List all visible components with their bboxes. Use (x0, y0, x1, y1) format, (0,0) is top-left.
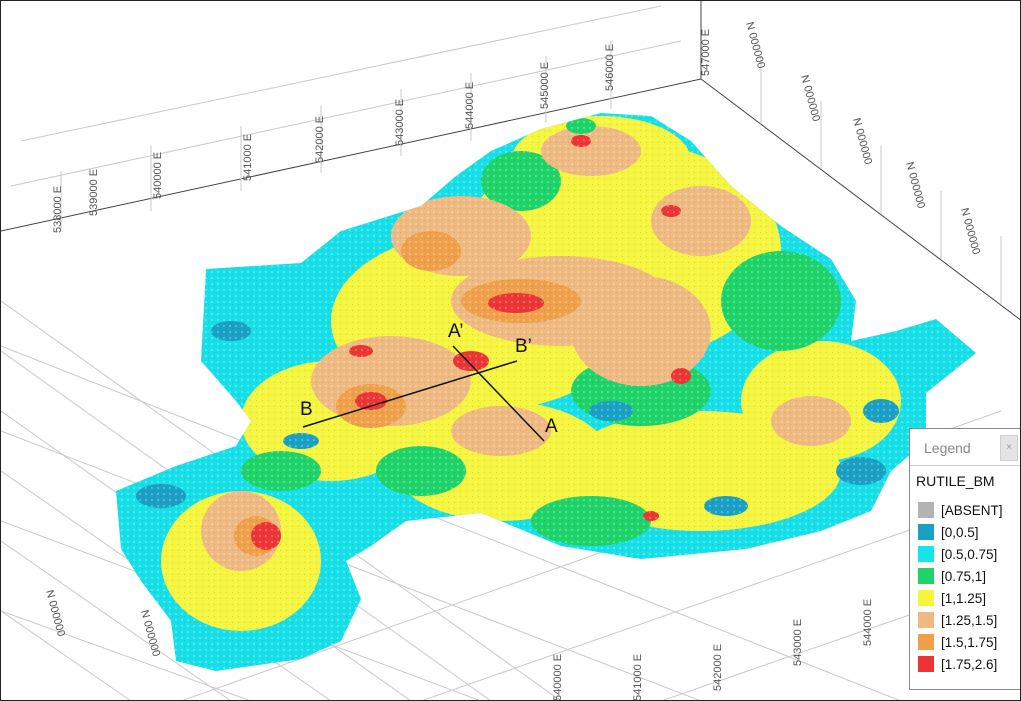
axis-tick-bottom: 543000 E (792, 619, 804, 666)
legend-swatch (918, 524, 934, 540)
legend-item: [1,1.25] (918, 587, 1020, 609)
section-label-a-prime: A’ (448, 321, 463, 342)
legend-item-label: [ABSENT] (941, 502, 1003, 518)
legend-swatch (918, 546, 934, 562)
legend-swatch (918, 656, 934, 672)
legend-item-label: [1,1.25] (941, 590, 987, 606)
legend-item: [0,0.5] (918, 521, 1020, 543)
axis-tick-north: N 000000 (903, 161, 927, 210)
section-label-b-prime: B’ (515, 336, 532, 357)
axis-tick-top: 546000 E (604, 44, 616, 91)
axis-tick-bottom: 540000 E (552, 654, 564, 701)
axis-tick-north: N 000000 (958, 207, 982, 256)
axis-tick-bottom: 542000 E (712, 644, 724, 691)
legend-item: [ABSENT] (918, 499, 1020, 521)
axis-tick-top: 547000 E (700, 29, 712, 76)
legend-swatch (918, 590, 934, 606)
section-line-b (302, 360, 518, 428)
axis-tick-north: N 000000 (798, 74, 822, 123)
legend-swatch (918, 568, 934, 584)
legend-close-button[interactable]: × (1000, 435, 1018, 461)
axis-tick-north: N 000000 (138, 609, 162, 658)
section-line-a (452, 345, 545, 442)
legend-item-label: [0,0.5] (941, 524, 979, 540)
axis-tick-bottom: 544000 E (862, 599, 874, 646)
axis-tick-top: 539000 E (88, 169, 100, 216)
legend-item-label: [1.25,1.5] (941, 612, 998, 628)
legend-item: [1.75,2.6] (918, 653, 1020, 675)
axis-tick-north: N 000000 (743, 21, 767, 70)
legend-class-list: [ABSENT] [0,0.5] [0.5,0.75] [0.75,1] [1,… (910, 499, 1020, 675)
axis-tick-top: 538000 E (52, 186, 64, 233)
legend-title: Legend (924, 440, 971, 456)
legend-item: [1.5,1.75] (918, 631, 1020, 653)
axis-tick-top: 540000 E (152, 152, 164, 199)
axis-tick-north: N 000000 (850, 117, 874, 166)
axis-tick-top: 544000 E (464, 82, 476, 129)
section-lines[interactable]: A’ B’ B A (300, 321, 558, 442)
legend-item: [1.25,1.5] (918, 609, 1020, 631)
section-label-a: A (545, 416, 558, 437)
axis-tick-north: N 000000 (43, 589, 67, 638)
legend-item-label: [1.5,1.75] (941, 634, 998, 650)
axis-tick-bottom: 541000 E (632, 654, 644, 701)
axis-tick-top: 543000 E (394, 99, 406, 146)
legend-swatch (918, 502, 934, 518)
legend-swatch (918, 612, 934, 628)
legend-item-label: [1.75,2.6] (941, 656, 998, 672)
legend-header: Legend × (910, 429, 1020, 466)
legend-item: [0.75,1] (918, 565, 1020, 587)
legend-panel[interactable]: Legend × RUTILE_BM [ABSENT] [0,0.5] [0.5… (909, 428, 1020, 690)
legend-item: [0.5,0.75] (918, 543, 1020, 565)
axis-tick-top: 545000 E (539, 62, 551, 109)
axis-tick-top: 542000 E (314, 116, 326, 163)
section-label-b: B (300, 399, 313, 420)
legend-swatch (918, 634, 934, 650)
legend-item-label: [0.5,0.75] (941, 546, 998, 562)
legend-item-label: [0.75,1] (941, 568, 987, 584)
legend-layer-name: RUTILE_BM (916, 473, 995, 489)
axis-tick-top: 541000 E (242, 134, 254, 181)
